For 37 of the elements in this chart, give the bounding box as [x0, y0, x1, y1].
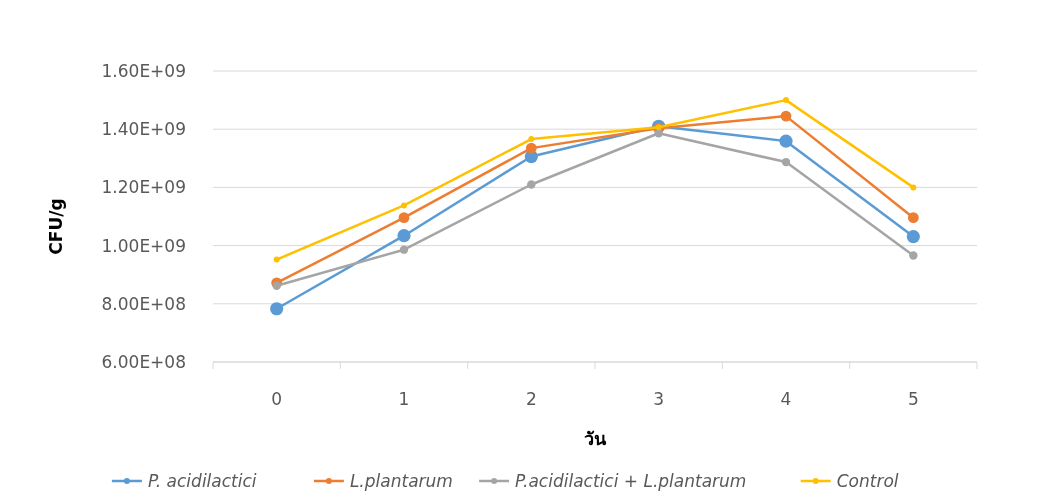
point [528, 136, 535, 143]
x-tick-label: 1 [398, 389, 410, 409]
y-tick-label: 1.40E+09 [101, 119, 186, 140]
point [272, 281, 281, 290]
point [783, 97, 789, 104]
y-tick-label: 6.00E+08 [101, 351, 186, 372]
point [779, 134, 793, 148]
x-tick-label: 5 [907, 389, 919, 409]
y-tick-label: 1.60E+09 [101, 60, 186, 81]
legend-label: L.plantarum [349, 470, 453, 491]
x-axis-title: วัน [584, 428, 607, 449]
y-tick-label: 1.00E+09 [101, 235, 186, 256]
point [910, 184, 917, 191]
point [909, 251, 918, 260]
point [527, 180, 536, 189]
x-tick-label: 4 [780, 389, 792, 409]
point [273, 256, 280, 263]
point [781, 157, 791, 167]
point [398, 212, 410, 224]
legend-label: P.acidilactici + L.plantarum [515, 470, 747, 491]
point [780, 110, 792, 122]
point [654, 129, 663, 138]
x-tick-label: 2 [525, 389, 537, 409]
point [401, 202, 407, 209]
legend-label: Control [836, 470, 899, 491]
x-tick-label: 0 [271, 389, 283, 409]
y-axis-title: CFU/g [46, 198, 66, 255]
point [907, 212, 919, 224]
y-tick-label: 1.20E+09 [101, 177, 186, 198]
point [270, 302, 284, 316]
point [397, 229, 411, 243]
point [399, 245, 409, 254]
point [525, 142, 537, 154]
x-tick-label: 3 [653, 389, 665, 409]
legend-label: P. acidilactici [147, 470, 257, 491]
y-tick-label: 8.00E+08 [101, 293, 186, 314]
point [906, 229, 920, 244]
